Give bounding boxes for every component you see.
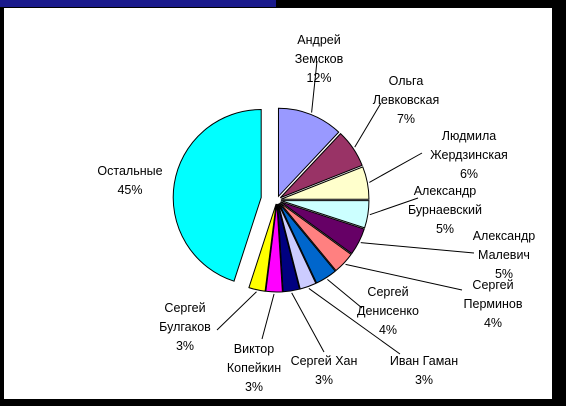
slice-label: Александр Малевич 5% [473,229,536,281]
slice-value-label: 12% [306,71,331,85]
leader-lines [216,60,475,355]
slice-name-label: Земсков [295,52,344,66]
leader-line [360,242,475,254]
slice-name-label: Сергей [164,301,205,315]
pie-slice [280,200,370,229]
slice-label: Людмила Жердзинская 6% [430,129,508,181]
slice-label: Андрей Земсков 12% [295,33,344,85]
slice-name-label: Денисенко [357,304,419,318]
slice-label: Сергей Денисенко 4% [357,285,419,337]
pie-slice [277,203,301,293]
slice-label: Сергей Хан 3% [291,354,358,387]
slice-label: Сергей Булгаков 3% [159,301,211,353]
leader-line [216,291,257,331]
leader-line [291,292,325,353]
slice-label: Сергей Перминов 4% [464,278,523,330]
slice-label: Иван Гаман 3% [390,354,458,387]
slice-name-label: Копейкин [227,361,281,375]
leader-line [354,102,382,148]
slice-name-label: Жердзинская [430,148,508,162]
slice-labels: Андрей Земсков 12% Ольга Левковская 7% Людмила… [97,33,535,394]
slice-name-label: Бурнаевский [408,203,482,217]
slice-value-label: 3% [315,373,333,387]
slice-label: Ольга Левковская 7% [373,74,440,126]
leader-line [327,278,363,309]
plot-area: Андрей Земсков 12% Ольга Левковская 7% Людмила… [4,8,552,399]
leader-line [308,288,401,355]
slice-value-label: 3% [245,380,263,394]
leader-line [345,263,463,291]
slice-value-label: 6% [460,167,478,181]
slice-name-label: Андрей [297,33,340,47]
slice-name-label: Александр [414,184,477,198]
slice-value-label: 7% [397,112,415,126]
slice-value-label: 3% [415,373,433,387]
slice-label: Виктор Копейкин 3% [227,342,281,394]
slice-name-label: Виктор [234,342,274,356]
slice-name-label: Людмила [442,129,496,143]
slice-value-label: 5% [436,222,454,236]
slice-value-label: 3% [176,339,194,353]
slice-name-label: Александр [473,229,536,243]
slice-value-label: 4% [484,316,502,330]
slice-value-label: 45% [117,183,142,197]
leader-line [261,293,275,340]
slice-name-label: Левковская [373,93,440,107]
leader-line [369,197,419,216]
slice-name-label: Сергей [367,285,408,299]
slices-layer [172,107,370,293]
leader-line [311,60,318,113]
slice-label: Александр Бурнаевский 5% [408,184,482,236]
pie-slice [279,202,352,272]
slice-name-label: Ольга [389,74,424,88]
slice-name-label: Остальные [97,164,162,178]
slice-name-label: Малевич [478,248,530,262]
slice-name-label: Перминов [464,297,523,311]
top-accent-bar [0,0,276,7]
leader-line [369,152,423,183]
slice-label: Остальные 45% [97,164,162,197]
slice-name-label: Иван Гаман [390,354,458,368]
slice-name-label: Булгаков [159,320,211,334]
pie-slice [279,132,363,199]
pie-slice [280,166,370,200]
pie-chart: Андрей Земсков 12% Ольга Левковская 7% Людмила… [97,33,535,394]
pie-slice [277,203,317,290]
pie-slice [172,108,262,282]
pie-slice [280,201,365,255]
pie-slice [278,203,336,284]
pie-slice [265,203,283,293]
pie-slice [277,107,340,198]
slice-name-label: Сергей [472,278,513,292]
slice-name-label: Сергей Хан [291,354,358,368]
pie-slice [248,203,277,292]
slice-value-label: 4% [379,323,397,337]
slice-value-label: 5% [495,267,513,281]
